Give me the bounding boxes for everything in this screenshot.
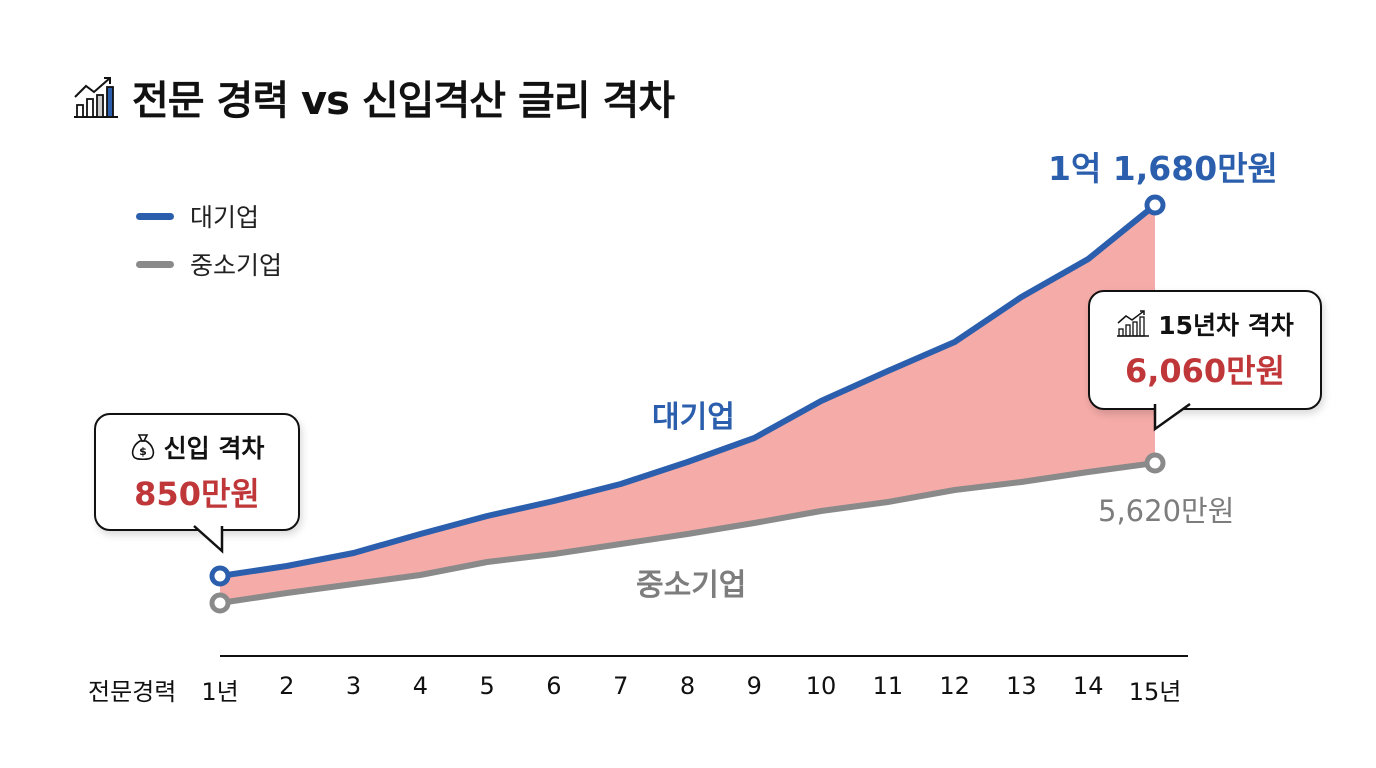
endpoint-markers (209, 194, 1166, 614)
bar-chart-trend-icon (74, 77, 118, 118)
callout-entry-gap: $ 신입 격차 850만원 (94, 413, 300, 531)
x-tick-label: 12 (939, 672, 970, 700)
x-tick-label: 14 (1072, 672, 1104, 700)
series-label-large: 대기업 (652, 400, 735, 435)
marker-large-end (1144, 194, 1166, 216)
legend-label-small: 중소기업 (190, 251, 283, 280)
x-tick-label: 10 (805, 672, 837, 700)
x-tick-label: 6 (546, 672, 562, 700)
series-label-small: 중소기업 (636, 568, 747, 603)
end-value-small: 5,620만원 (1098, 494, 1235, 528)
marker-small-start (209, 592, 231, 614)
x-tick-label: 2 (279, 672, 295, 700)
callout-entry-head: $ 신입 격차 (96, 429, 298, 465)
bar-chart-trend-icon (1117, 310, 1150, 337)
chart-title: 전문 경력 vs 신입격산 글리 격차 (72, 68, 675, 126)
legend-swatch-large (136, 212, 174, 220)
legend: 대기업 중소기업 (136, 192, 282, 288)
x-tick-label: 11 (872, 672, 904, 700)
x-tick-label: 8 (679, 672, 696, 700)
callout-year15-head: 15년차 격차 (1090, 306, 1320, 342)
svg-text:$: $ (139, 445, 147, 458)
legend-item-small: 중소기업 (136, 240, 282, 288)
marker-small-end (1144, 452, 1166, 474)
x-tick-label: 15년 (1128, 678, 1182, 706)
line-large-company (217, 202, 1158, 579)
legend-swatch-small (136, 260, 174, 268)
x-tick-label: 9 (746, 672, 762, 700)
money-bag-icon: $ (131, 434, 154, 461)
callout-year15-tail (1153, 403, 1191, 432)
x-tick-label: 7 (613, 672, 629, 700)
callout-entry-value: 850만원 (134, 475, 260, 513)
callout-year15-title: 15년차 격차 (1158, 311, 1294, 340)
end-value-large: 1억 1,680만원 (1048, 149, 1278, 188)
callout-entry-title: 신입 격차 (163, 434, 265, 463)
x-tick-label: 13 (1006, 672, 1037, 700)
x-tick-label: 4 (412, 672, 428, 700)
legend-item-large: 대기업 (136, 192, 282, 240)
x-tick-label: 3 (345, 672, 362, 700)
callout-entry-tail (192, 525, 224, 554)
line-small-company (217, 460, 1158, 606)
x-axis-title: 전문경력 (88, 678, 177, 706)
legend-label-large: 대기업 (190, 203, 260, 232)
x-tick-label: 5 (479, 672, 495, 700)
callout-year15-value: 6,060만원 (1124, 352, 1286, 390)
callout-year15-gap: 15년차 격차 6,060만원 (1088, 290, 1322, 410)
marker-large-start (209, 565, 231, 587)
x-tick-label: 1년 (201, 678, 239, 706)
chart-title-text: 전문 경력 vs 신입격산 글리 격차 (132, 78, 675, 124)
